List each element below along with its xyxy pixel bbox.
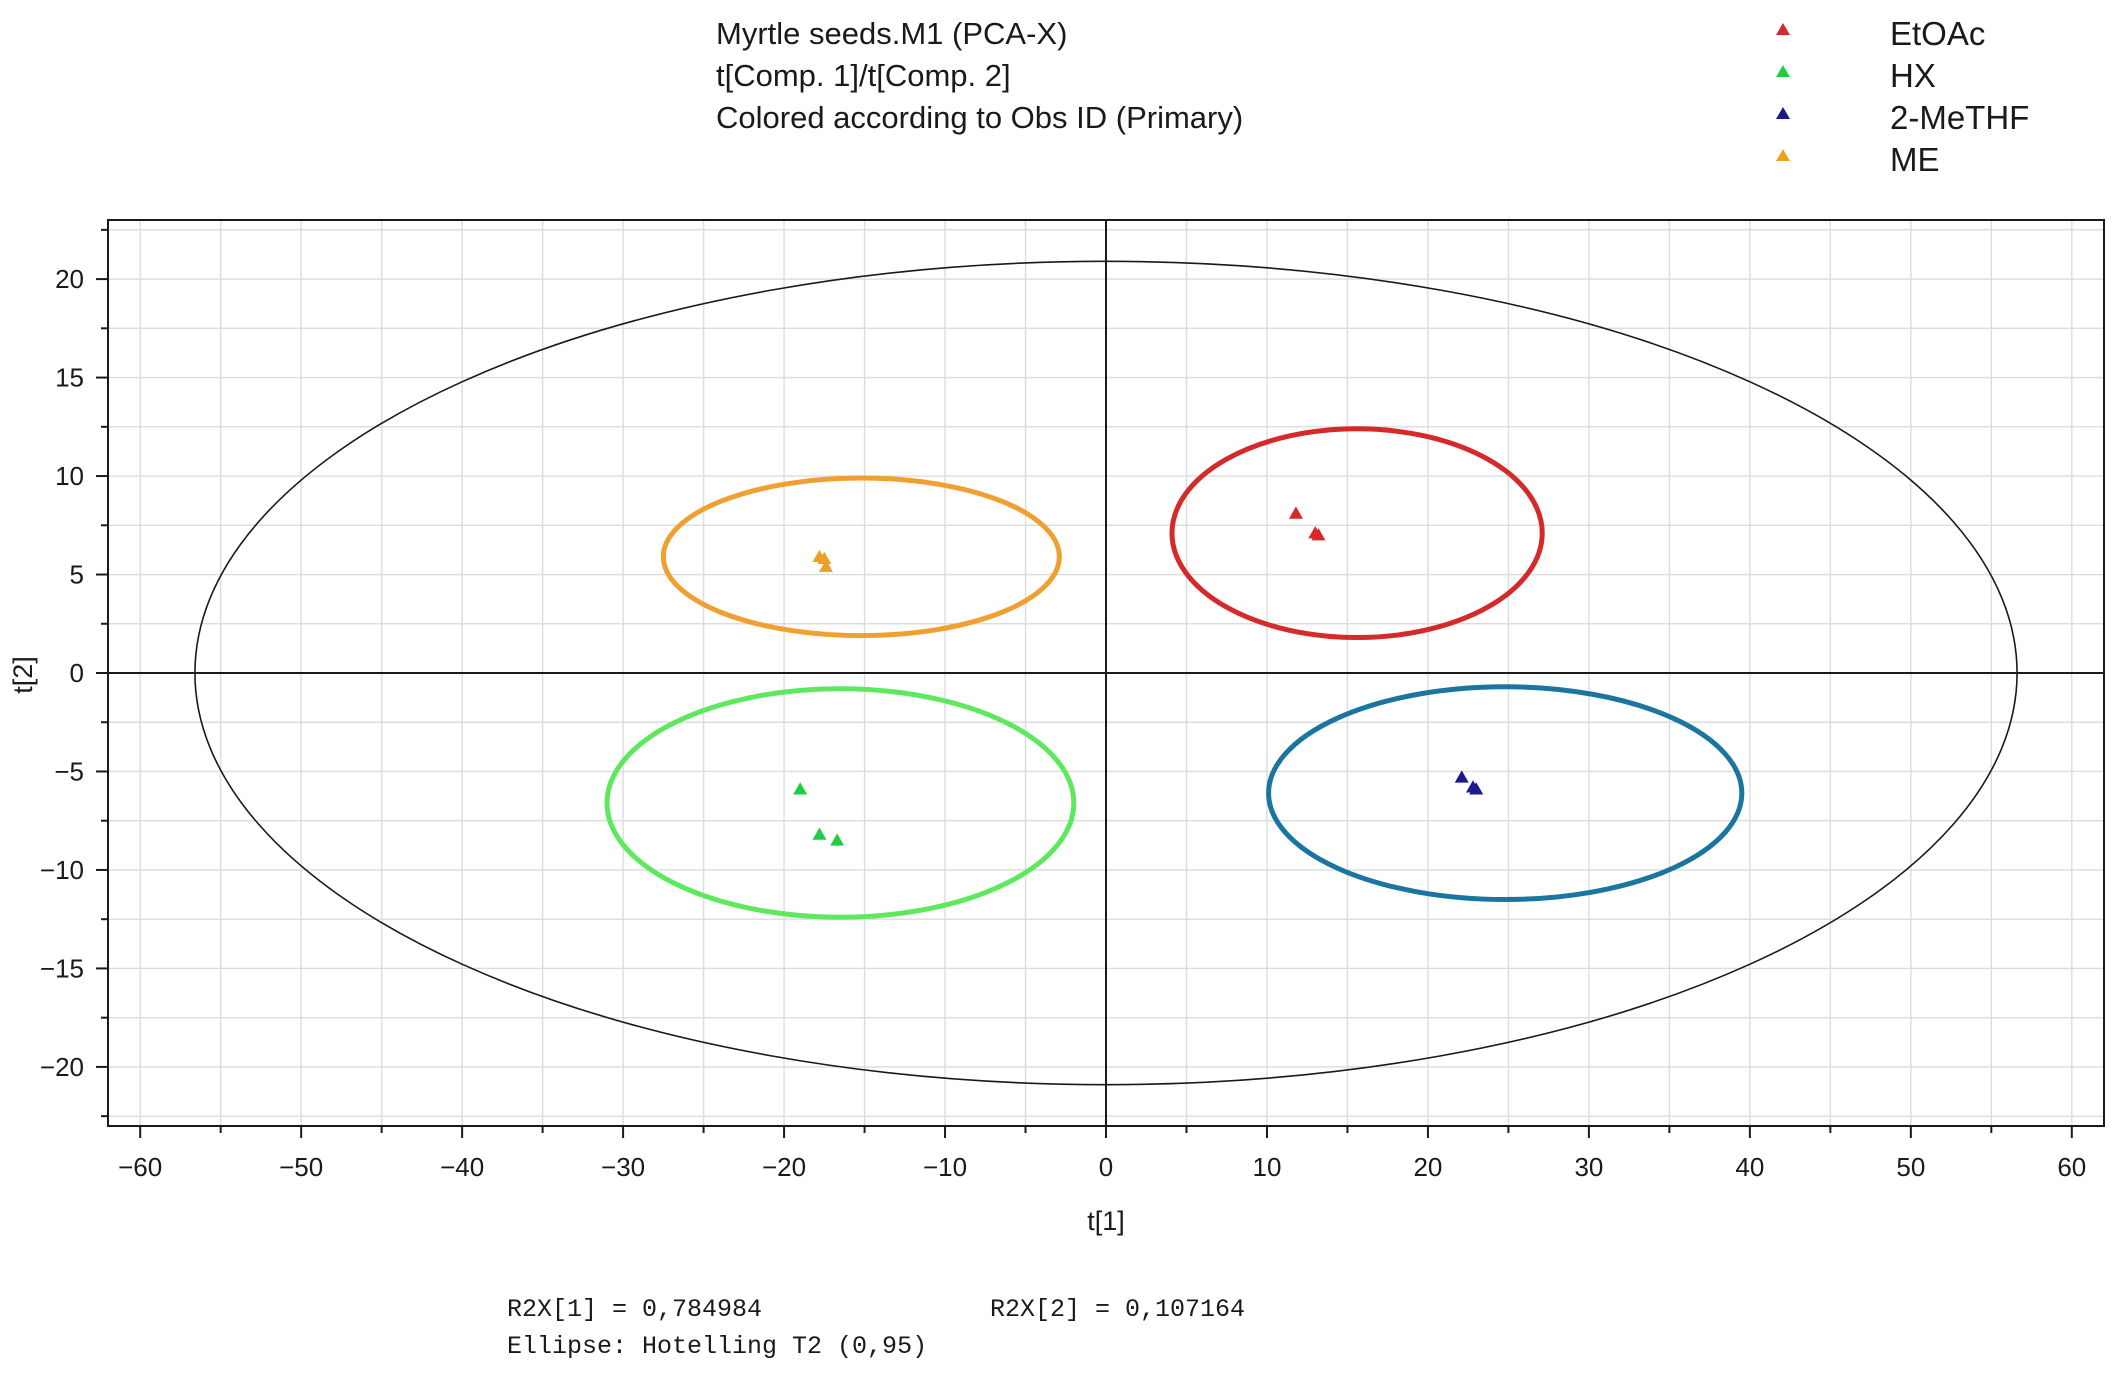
y-axis-title: t[2] [8, 656, 38, 694]
data-point-2-methf [1469, 782, 1484, 795]
ellipse-note: Ellipse: Hotelling T2 (0,95) [507, 1332, 927, 1361]
x-tick-label: 0 [1099, 1152, 1113, 1182]
y-tick-label: −10 [40, 855, 84, 885]
legend-label-me: ME [1890, 141, 1940, 178]
y-tick-label: −15 [40, 953, 84, 983]
x-tick-label: 20 [1413, 1152, 1442, 1182]
data-point-hx [793, 782, 808, 795]
y-tick-label: 20 [55, 264, 84, 294]
group-ellipse-etoac [1169, 426, 1545, 641]
model-statistics: R2X[1] = 0,784984 R2X[2] = 0,107164 Elli… [507, 1295, 1245, 1361]
x-tick-label: 60 [2057, 1152, 2086, 1182]
data-point-me [818, 559, 833, 572]
x-axis-title: t[1] [1087, 1206, 1125, 1236]
x-tick-label: −60 [118, 1152, 162, 1182]
y-tick-label: 0 [70, 658, 84, 688]
group-ellipse-2-methf [1266, 684, 1745, 903]
group-ellipses [604, 426, 1745, 920]
x-tick-label: 30 [1574, 1152, 1603, 1182]
data-point-me [817, 551, 832, 565]
data-point-etoac [1288, 506, 1303, 519]
y-tick-label: 5 [70, 560, 84, 590]
plot-frame [107, 219, 2105, 1127]
axis-ticks [96, 228, 2073, 1138]
group-ellipse-hx [604, 686, 1077, 920]
x-tick-label: −50 [279, 1152, 323, 1182]
r2x-2-value: R2X[2] = 0,107164 [990, 1295, 1245, 1324]
x-tick-label: 40 [1735, 1152, 1764, 1182]
data-points [793, 506, 1484, 846]
y-tick-label: 15 [55, 363, 84, 393]
legend-marker-etoac [1776, 23, 1790, 35]
r2x-1-value: R2X[1] = 0,784984 [507, 1295, 762, 1324]
x-tick-label: 50 [1896, 1152, 1925, 1182]
y-tick-label: −5 [54, 756, 84, 786]
data-point-etoac [1308, 526, 1323, 539]
title-line-2: t[Comp. 1]/t[Comp. 2] [716, 58, 1011, 93]
x-tick-label: 10 [1253, 1152, 1282, 1182]
x-tick-label: −20 [762, 1152, 806, 1182]
legend-label-2-methf: 2-MeTHF [1890, 99, 2029, 136]
title-line-3: Colored according to Obs ID (Primary) [716, 100, 1243, 135]
legend-marker-hx [1776, 65, 1790, 77]
x-tick-label: −40 [440, 1152, 484, 1182]
legend-marker-me [1776, 149, 1790, 161]
hotelling-ellipse [194, 260, 2018, 1086]
legend-marker-2-methf [1776, 107, 1790, 119]
group-ellipse-me [660, 475, 1062, 639]
chart-title: Myrtle seeds.M1 (PCA-X) t[Comp. 1]/t[Com… [716, 16, 1243, 135]
zero-axes [108, 220, 2104, 1126]
data-point-hx [812, 827, 827, 840]
data-point-2-methf [1454, 770, 1469, 783]
y-tick-labels: −20 −15 −10 −5 0 5 10 15 20 [40, 264, 84, 1082]
y-tick-label: −20 [40, 1052, 84, 1082]
title-line-1: Myrtle seeds.M1 (PCA-X) [716, 16, 1067, 51]
legend-label-hx: HX [1890, 57, 1936, 94]
legend-label-etoac: EtOAc [1890, 15, 1985, 52]
data-point-hx [830, 833, 845, 846]
y-tick-label: 10 [55, 461, 84, 491]
x-tick-labels: −60 −50 −40 −30 −20 −10 0 10 20 30 40 50… [118, 1152, 2086, 1182]
x-tick-label: −10 [923, 1152, 967, 1182]
hotelling-t2-ellipse [194, 260, 2018, 1086]
legend: EtOAc HX 2-MeTHF ME [1776, 15, 2029, 178]
x-tick-label: −30 [601, 1152, 645, 1182]
